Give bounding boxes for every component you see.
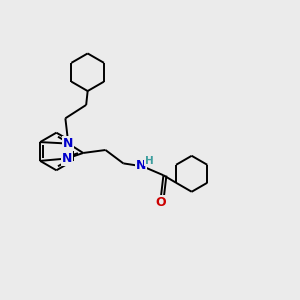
Text: N: N xyxy=(62,152,72,165)
Text: O: O xyxy=(156,196,167,208)
Text: N: N xyxy=(63,137,74,150)
Text: N: N xyxy=(136,159,146,172)
Text: H: H xyxy=(145,156,154,166)
